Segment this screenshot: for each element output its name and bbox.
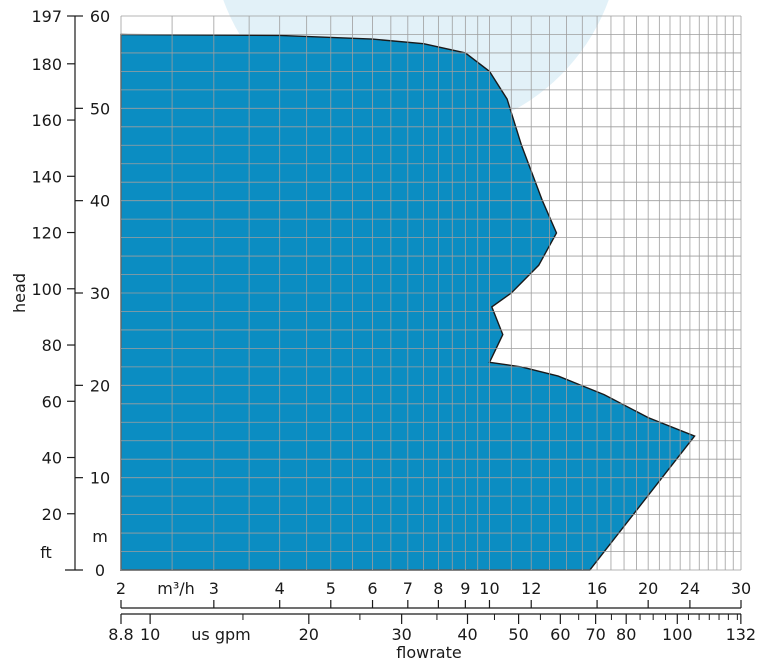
x-tick-label-gpm: 132 [726, 625, 757, 644]
y-tick-label-m: 50 [90, 99, 110, 118]
x-tick-label-m3h: 20 [638, 579, 658, 598]
y-tick-label-m: 40 [90, 192, 110, 211]
x-unit-m3h: m³/h [157, 579, 195, 598]
x-tick-label-gpm: 40 [457, 625, 477, 644]
y-tick-label-ft: 80 [42, 336, 62, 355]
x-tick-label-gpm: 20 [299, 625, 319, 644]
x-tick-label-m3h: 2 [116, 579, 126, 598]
y-axis-title: head [10, 273, 29, 313]
x-tick-label-gpm: 100 [662, 625, 693, 644]
x-tick-label-gpm: 10 [140, 625, 160, 644]
x-tick-label-gpm: 70 [585, 625, 605, 644]
y-tick-label-ft: 60 [42, 392, 62, 411]
y-tick-label-ft: 120 [31, 224, 62, 243]
x-tick-label-m3h: 3 [209, 579, 219, 598]
y-tick-label-m: 10 [90, 469, 110, 488]
y-unit-m: m [92, 527, 108, 546]
x-tick-label-gpm: 60 [550, 625, 570, 644]
x-tick-label-m3h: 6 [367, 579, 377, 598]
x-tick-label-m3h: 10 [479, 579, 499, 598]
x-tick-label-m3h: 7 [403, 579, 413, 598]
x-tick-label-m3h: 24 [680, 579, 700, 598]
vertical-gridlines [120, 16, 742, 570]
x-tick-label-m3h: 12 [521, 579, 541, 598]
y-tick-label-ft: 20 [42, 505, 62, 524]
y-unit-ft: ft [40, 543, 52, 562]
x-tick-label-m3h: 8 [433, 579, 443, 598]
x-axis-title: flowrate [396, 643, 461, 662]
x-tick-label-m3h: 5 [326, 579, 336, 598]
x-tick-label-gpm: 8.8 [108, 625, 133, 644]
y-tick-label-ft: 140 [31, 167, 62, 186]
x-tick-label-m3h: 9 [460, 579, 470, 598]
y-tick-label-m: 30 [90, 284, 110, 303]
tick-labels: 0 10 20 30 40 50 60 20 40 60 80 100 120 140 160 180 197 m… [10, 7, 756, 662]
y-tick-label-ft: 180 [31, 55, 62, 74]
y-tick-label-ft: 100 [31, 280, 62, 299]
x-tick-label-m3h: 4 [275, 579, 285, 598]
y-tick-label-ft: 160 [31, 111, 62, 130]
y-tick-label-m: 0 [95, 561, 105, 580]
axes [65, 15, 742, 624]
y-tick-label-m: 20 [90, 376, 110, 395]
x-tick-label-gpm: 50 [508, 625, 528, 644]
y-tick-label-m: 60 [90, 7, 110, 26]
horizontal-gridlines [121, 15, 741, 571]
y-tick-label-ft: 197 [31, 7, 62, 26]
x-tick-label-m3h: 16 [587, 579, 607, 598]
x-unit-gpm: us gpm [191, 625, 250, 644]
y-tick-label-ft: 40 [42, 449, 62, 468]
x-tick-label-m3h: 30 [731, 579, 751, 598]
x-tick-label-gpm: 80 [616, 625, 636, 644]
x-tick-label-gpm: 30 [391, 625, 411, 644]
